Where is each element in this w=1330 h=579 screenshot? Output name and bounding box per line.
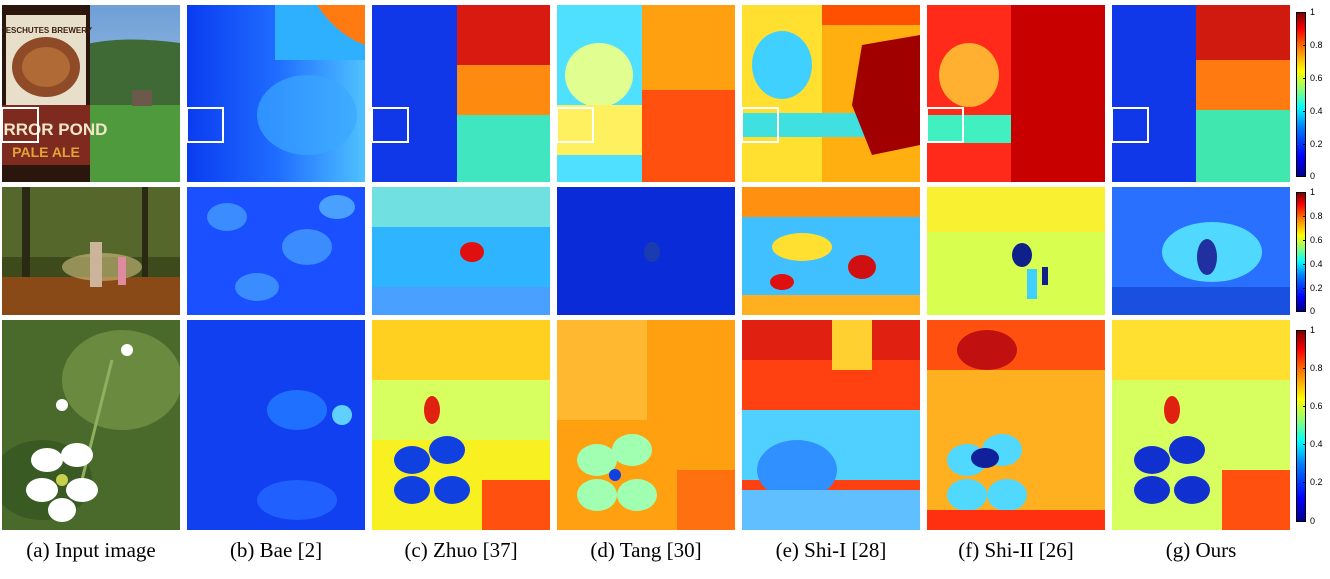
cb2-tick-0.4: 0.4 (1310, 259, 1323, 269)
row2-zhuo-map (372, 187, 550, 315)
row3-zhuo-map (372, 320, 550, 530)
brewery-label: DESCHUTES BREWERY (2, 26, 93, 35)
row2-ours-map (1112, 187, 1290, 315)
row3-shi1-map (742, 320, 920, 530)
cb3-tick-0.6: 0.6 (1310, 401, 1323, 411)
cb2-tick-0.2: 0.2 (1310, 283, 1323, 293)
cb2-tick-0.8: 0.8 (1310, 211, 1323, 221)
cb3-tick-0.4: 0.4 (1310, 439, 1323, 449)
row1-shi1-map (742, 5, 920, 182)
row2-tang-map (557, 187, 735, 315)
row3-shi2-map (927, 320, 1105, 530)
caption-b: (b) Bae [2] (229, 538, 323, 562)
row1-bae-map (187, 5, 365, 182)
cb2-tick-0.6: 0.6 (1310, 235, 1323, 245)
row2-input-image (2, 187, 180, 315)
cb3-tick-0: 0 (1310, 516, 1316, 526)
cb1-tick-1: 1 (1310, 7, 1316, 17)
cb3-tick-0.8: 0.8 (1310, 363, 1323, 373)
cb3-tick-0.2: 0.2 (1310, 477, 1323, 487)
row3-input-image (2, 320, 180, 530)
row1-zhuo-map (372, 5, 550, 182)
row1-input-image: DESCHUTES BREWERY MIRROR POND PALE ALE (2, 5, 180, 182)
row2-bae-map (187, 187, 365, 315)
row1-tang-map (557, 5, 735, 182)
colorbar-row1 (1296, 12, 1306, 177)
row1-shi2-map (927, 5, 1105, 182)
caption-f: (f) Shi-II [26] (958, 538, 1074, 562)
brand-line1: MIRROR POND (2, 120, 107, 139)
cb2-tick-1: 1 (1310, 187, 1316, 197)
caption-c: (c) Zhuo [37] (404, 538, 518, 562)
row3-tang-map (557, 320, 735, 530)
row1-ours-map (1112, 5, 1290, 182)
cb1-tick-0.8: 0.8 (1310, 40, 1323, 50)
caption-a: (a) Input image (26, 538, 156, 562)
cb3-tick-1: 1 (1310, 325, 1316, 335)
brand-line2: PALE ALE (12, 144, 80, 160)
caption-d: (d) Tang [30] (590, 538, 702, 562)
cb2-tick-0: 0 (1310, 306, 1316, 316)
cb1-tick-0.6: 0.6 (1310, 73, 1323, 83)
row3-bae-map (187, 320, 365, 530)
cb1-tick-0.4: 0.4 (1310, 106, 1323, 116)
cb1-tick-0.2: 0.2 (1310, 139, 1323, 149)
cb1-tick-0: 0 (1310, 171, 1316, 181)
row2-shi2-map (927, 187, 1105, 315)
colorbar-row3 (1296, 330, 1306, 522)
row2-shi1-map (742, 187, 920, 315)
caption-e: (e) Shi-I [28] (775, 538, 887, 562)
caption-g: (g) Ours (1165, 538, 1237, 562)
colorbar-row2 (1296, 192, 1306, 312)
zoom-box (2, 107, 39, 143)
row3-ours-map (1112, 320, 1290, 530)
